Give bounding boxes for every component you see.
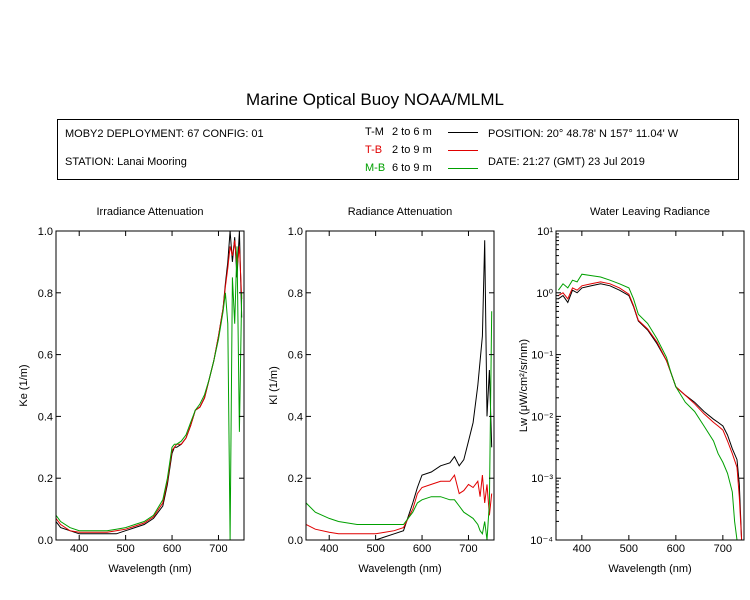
legend-range-tm: 2 to 6 m [392, 126, 432, 138]
chart-title: Radiance Attenuation [348, 206, 453, 218]
x-tick-label: 400 [70, 543, 88, 555]
legend-label-mb: M-B [365, 162, 386, 174]
y-tick-label: 1.0 [38, 226, 53, 238]
series-line-t-b [306, 473, 493, 535]
legend-range-mb: 6 to 9 m [392, 162, 432, 174]
x-tick-label: 500 [116, 543, 134, 555]
y-axis-label: Ke (1/m) [18, 364, 30, 406]
x-tick-label: 500 [366, 543, 384, 555]
y-tick-label: 10⁻⁴ [530, 535, 553, 547]
y-tick-label: 10¹ [537, 226, 553, 238]
y-axis-label: Lw (μW/cm²/sr/nm) [518, 339, 530, 432]
chart-3: 400 500 600 700 10⁻⁴ 10⁻³ 10⁻² 10⁻¹ 10⁰ 10¹ Water … [518, 206, 745, 575]
y-tick-label: 10⁰ [536, 288, 553, 300]
x-axis-label: Wavelength (nm) [108, 563, 191, 575]
y-tick-label: 10⁻¹ [531, 350, 553, 362]
x-axis-label: Wavelength (nm) [358, 563, 441, 575]
series-line-t-m [56, 231, 243, 535]
legend-label-tb: T-B [365, 144, 383, 156]
x-tick-label: 600 [413, 543, 431, 555]
x-axis-label: Wavelength (nm) [608, 563, 691, 575]
legend-line-tm [448, 132, 478, 133]
station-text: STATION: Lanai Mooring [65, 156, 187, 168]
plot-frame [555, 230, 745, 541]
series-line-t-b [558, 281, 743, 540]
x-tick-label: 500 [620, 543, 638, 555]
y-tick-label: 10⁻³ [531, 473, 553, 485]
legend-range-tb: 2 to 9 m [392, 144, 432, 156]
x-tick-label: 700 [714, 543, 732, 555]
chart-title: Irradiance Attenuation [96, 206, 203, 218]
page-title: Marine Optical Buoy NOAA/MLML [246, 90, 504, 109]
chart-title: Water Leaving Radiance [590, 206, 710, 218]
position-text: POSITION: 20° 48.78' N 157° 11.04' W [488, 128, 679, 140]
series-line-t-m [558, 283, 743, 540]
legend-line-mb [448, 168, 478, 169]
y-tick-label: 0.0 [288, 535, 303, 547]
x-tick-label: 600 [163, 543, 181, 555]
chart-2: 400 500 600 700 0.0 0.2 0.4 0.6 0.8 1.0 Radiance A… [268, 206, 495, 575]
chart-1: 400 500 600 700 0.0 0.2 0.4 0.6 0.8 1.0 Irradiance… [18, 206, 245, 575]
x-tick-label: 600 [667, 543, 685, 555]
legend-label-tm: T-M [365, 126, 384, 138]
y-tick-label: 10⁻² [531, 411, 553, 423]
y-tick-label: 0.8 [38, 288, 53, 300]
series-line-m-b [306, 311, 493, 540]
y-tick-label: 1.0 [288, 226, 303, 238]
series-line-m-b [557, 273, 738, 540]
y-tick-label: 0.6 [288, 350, 303, 362]
y-tick-label: 0.2 [288, 473, 303, 485]
plot-frame [55, 230, 245, 541]
date-text: DATE: 21:27 (GMT) 23 Jul 2019 [488, 156, 645, 168]
x-tick-label: 400 [320, 543, 338, 555]
series-line-t-b [56, 240, 243, 533]
series-line-m-b [56, 246, 243, 540]
x-tick-label: 700 [209, 543, 227, 555]
y-tick-label: 0.4 [288, 411, 303, 423]
x-tick-label: 400 [573, 543, 591, 555]
plot-frame [305, 230, 495, 541]
deployment-text: MOBY2 DEPLOYMENT: 67 CONFIG: 01 [65, 128, 264, 140]
x-tick-label: 700 [459, 543, 477, 555]
y-tick-label: 0.0 [38, 535, 53, 547]
y-tick-label: 0.8 [288, 288, 303, 300]
y-tick-label: 0.6 [38, 350, 53, 362]
legend-line-tb [448, 150, 478, 151]
y-tick-label: 0.4 [38, 411, 53, 423]
series-line-t-m [306, 240, 493, 540]
info-panel: MOBY2 DEPLOYMENT: 67 CONFIG: 01 STATION:… [57, 119, 739, 180]
y-tick-label: 0.2 [38, 473, 53, 485]
y-axis-label: Kl (1/m) [268, 366, 280, 405]
